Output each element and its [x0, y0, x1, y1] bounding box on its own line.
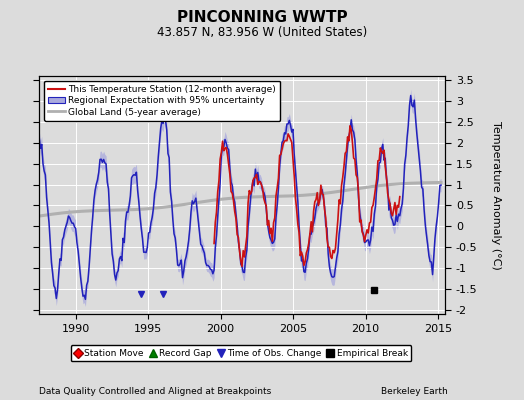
- Legend: This Temperature Station (12-month average), Regional Expectation with 95% uncer: This Temperature Station (12-month avera…: [44, 80, 280, 121]
- Y-axis label: Temperature Anomaly (°C): Temperature Anomaly (°C): [492, 121, 501, 269]
- Text: 43.857 N, 83.956 W (United States): 43.857 N, 83.956 W (United States): [157, 26, 367, 39]
- Text: PINCONNING WWTP: PINCONNING WWTP: [177, 10, 347, 25]
- Text: Data Quality Controlled and Aligned at Breakpoints: Data Quality Controlled and Aligned at B…: [39, 387, 271, 396]
- Legend: Station Move, Record Gap, Time of Obs. Change, Empirical Break: Station Move, Record Gap, Time of Obs. C…: [71, 345, 411, 362]
- Text: Berkeley Earth: Berkeley Earth: [381, 387, 448, 396]
